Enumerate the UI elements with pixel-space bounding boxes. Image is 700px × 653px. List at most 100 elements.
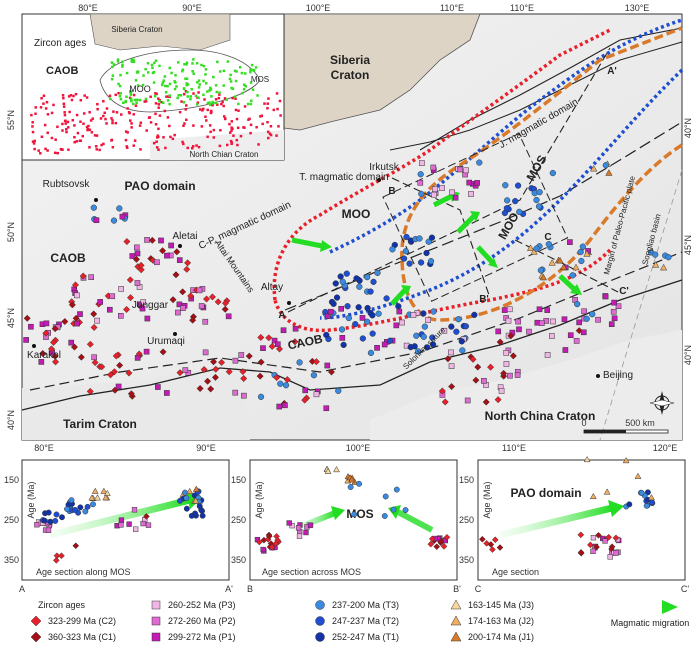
panel-sample-point (131, 507, 138, 513)
map-sample-point (94, 317, 100, 324)
inset-moo-point (209, 86, 212, 90)
inset-moo-point (195, 103, 199, 106)
map-sample-point (90, 323, 98, 332)
panel-sample-point (589, 492, 597, 500)
inset-caob-point (119, 113, 123, 116)
inset-caob-point (46, 113, 50, 116)
inset-caob-point (75, 113, 79, 117)
map-sample-point (182, 367, 189, 373)
inset-moo-point (233, 69, 237, 73)
legend-symbol (450, 631, 462, 642)
map-sample-point (466, 179, 473, 186)
inset-moo-point (222, 69, 226, 73)
legend-symbol (450, 615, 462, 626)
inset-moo-point (218, 70, 222, 73)
map-sample-point (212, 365, 220, 373)
inset-map: Zircon ages CAOB Siberia Craton MOO MOS … (21, 13, 285, 161)
inset-caob-point (104, 117, 107, 121)
map-sample-point (77, 311, 83, 317)
inset-moo-point (153, 61, 156, 65)
inset-caob-point (124, 138, 128, 142)
map-sample-point (374, 269, 381, 277)
map-sample-point (28, 323, 34, 330)
map-sample-point (91, 359, 99, 367)
map-sample-point (589, 311, 596, 318)
inset-caob-point (209, 109, 213, 113)
map-sample-point (273, 374, 281, 382)
inset-moo-point (174, 74, 177, 77)
inset-caob-point (105, 107, 109, 110)
map-sample-point (265, 334, 273, 342)
legend-items: 323-299 Ma (C2) 360-323 Ma (C1) 260-252 Ma… (30, 599, 534, 643)
inset-moo-point (250, 63, 254, 67)
map-sample-point (509, 352, 517, 360)
map-sample-point (277, 380, 284, 387)
inset-moo-point (150, 63, 154, 67)
inset-moo-point (168, 66, 172, 70)
map-sample-point (429, 334, 436, 341)
map-sample-point (292, 325, 299, 332)
panel-ytick: 250 (459, 515, 474, 525)
inset-caob-point (96, 107, 99, 111)
map-sample-point (507, 332, 515, 340)
inset-moo-point (166, 84, 169, 88)
map-sample-point (137, 261, 145, 269)
inset-moo-point (118, 84, 122, 88)
inset-caob-point (165, 95, 168, 98)
map-sample-point (417, 171, 424, 178)
map-sample-point (119, 213, 126, 220)
map-sample-point (383, 295, 390, 302)
inset-moo-point (249, 81, 253, 84)
panel-sample-point (255, 538, 263, 546)
inset-caob-point (139, 121, 143, 124)
inset-caob-point (39, 152, 42, 155)
map-sample-point (406, 260, 413, 267)
inset-moo-point (202, 64, 206, 68)
map-sample-point (180, 305, 186, 311)
map-sample-point (402, 248, 409, 255)
inset-moo-point (218, 91, 221, 94)
inset-caob-point (42, 102, 45, 105)
map-sample-point (652, 251, 659, 258)
inset-moo-point (130, 58, 133, 61)
map-sample-point (123, 305, 131, 314)
panel-sample-point (68, 497, 75, 504)
map-sample-point (332, 280, 339, 287)
map-sample-point (448, 363, 455, 369)
top-tick: 110°E (510, 3, 534, 13)
inset-caob-point (267, 97, 270, 100)
map-sample-point (602, 293, 609, 300)
inset-caob-point (114, 93, 117, 97)
inset-caob-point (163, 109, 167, 113)
map-sample-point (504, 197, 511, 204)
map-sample-point (110, 368, 118, 376)
panel-section-c: Age (Ma) 150 250 350 PAO domain Age sect… (459, 459, 689, 594)
map-sample-point (256, 372, 264, 380)
inset-caob-point (62, 105, 66, 108)
map-sample-point (431, 191, 437, 198)
map-sample-point (155, 384, 161, 390)
map-sample-point (424, 344, 431, 351)
panel-ytick: 150 (4, 475, 19, 485)
label-point-a: A (278, 310, 285, 321)
map-sample-point (198, 303, 205, 309)
inset-moo-point (231, 87, 235, 91)
inset-moo-point (186, 83, 190, 86)
inset-caob-point (162, 136, 165, 139)
inset-moo-point (197, 86, 201, 89)
legend-symbol (315, 632, 325, 642)
map-sample-point (430, 164, 437, 171)
inset-caob-point (66, 126, 70, 129)
map-sample-point (567, 239, 573, 245)
panel-sample-point (626, 501, 633, 508)
inset-moo-point (215, 90, 219, 94)
map-sample-point (154, 259, 160, 266)
map-sample-point (232, 357, 239, 364)
map-sample-point (539, 273, 548, 281)
map-sample-point (533, 245, 540, 252)
map-sample-point (561, 316, 568, 323)
panel-sample-point (393, 486, 400, 493)
inset-moo-point (133, 98, 137, 102)
inset-caob-point (72, 94, 75, 98)
